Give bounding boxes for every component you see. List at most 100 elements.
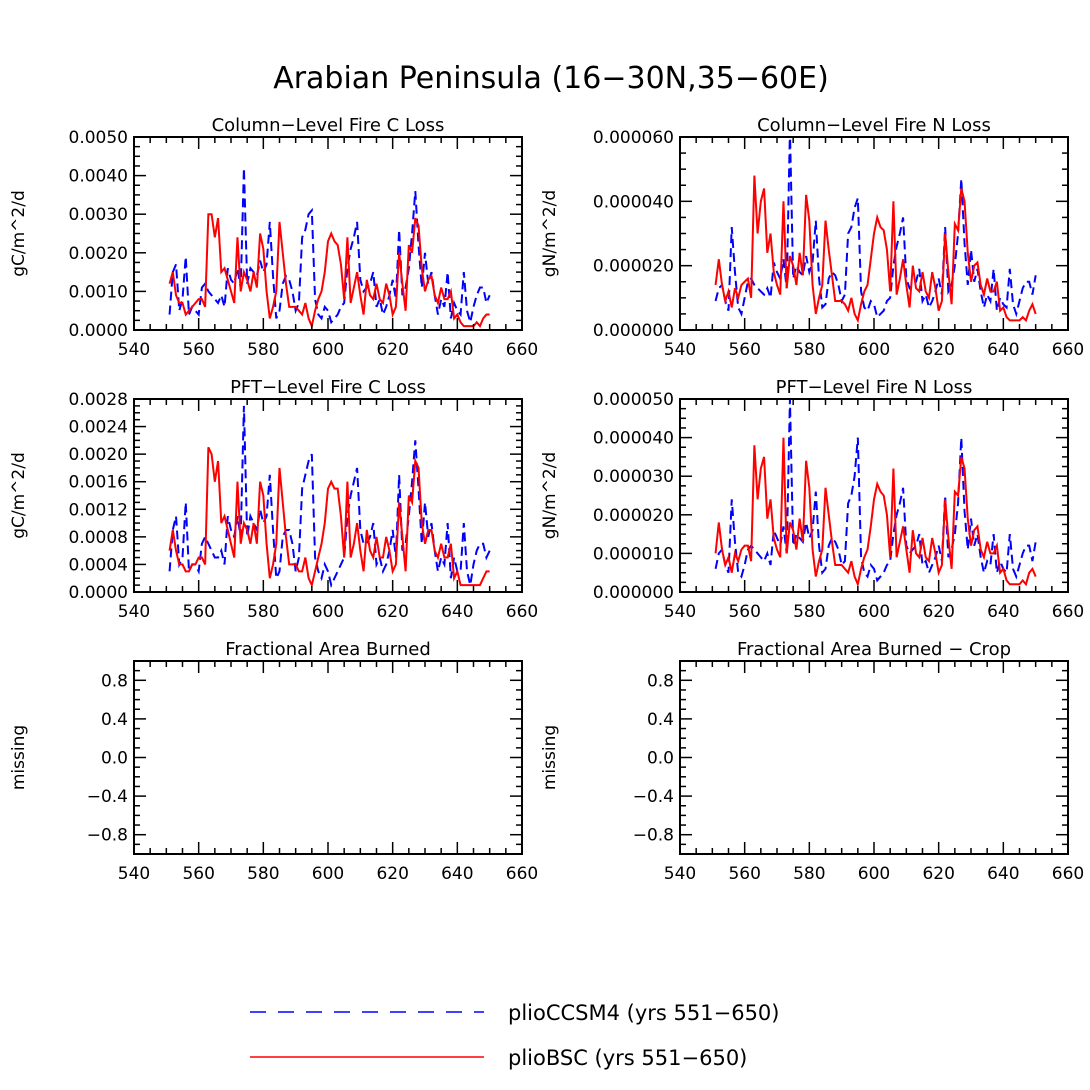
legend: plioCCSM4 (yrs 551−650) plioBSC (yrs 551−… (250, 1001, 779, 1070)
y-tick-label: 0.4 (647, 710, 674, 730)
y-tick-label: 0.0010 (69, 282, 128, 302)
y-tick-label: 0.0008 (69, 528, 128, 548)
x-tick-label: 660 (1052, 864, 1084, 884)
x-tick-label: 560 (728, 864, 760, 884)
y-tick-label: 0.0 (101, 749, 128, 769)
y-tick-label: 0.0028 (69, 390, 128, 410)
y-tick-label: −0.8 (633, 826, 674, 846)
panel-fractional-area-burned: 540 560 580 600 620 640 660 −0.8 −0.4 0.0 0.4 0.8 Fr… (9, 639, 538, 884)
x-tick-label: 640 (987, 864, 1019, 884)
y-tick-label: 0.0016 (69, 473, 128, 493)
y-tick-label: 0.0012 (69, 500, 128, 520)
x-tick-label: 620 (376, 602, 408, 622)
y-tick-label: −0.8 (87, 826, 128, 846)
x-tick-label: 600 (312, 864, 344, 884)
y-tick-label: 0.0000 (69, 321, 128, 341)
y-tick-label: 0.0000 (69, 583, 128, 603)
y-tick-label: 0.0024 (69, 418, 128, 438)
y-tick-label: 0.0040 (69, 167, 128, 187)
y-axis-label: gC/m^2/d (9, 452, 29, 539)
x-tick-label: 600 (858, 864, 890, 884)
x-tick-label: 580 (793, 340, 825, 360)
series-line-pliocscm4 (168, 167, 491, 325)
y-axis-label: missing (9, 725, 29, 790)
panel-column-level-fire-n-loss: 540 560 580 600 620 640 660 0.000000 0.000020 0.0… (540, 115, 1084, 360)
y-tick-label: 0.0004 (69, 555, 128, 575)
x-tick-label: 660 (1052, 340, 1084, 360)
panel-fractional-area-burned-crop: 540 560 580 600 620 640 660 −0.8 −0.4 0.0 0.4 0.8 Fr… (540, 639, 1084, 884)
panel-title: PFT−Level Fire C Loss (230, 377, 426, 398)
y-axis-label: missing (540, 725, 560, 790)
x-tick-label: 580 (247, 340, 279, 360)
x-tick-label: 560 (728, 340, 760, 360)
series-line-pliocscm4 (714, 137, 1037, 320)
x-tick-label: 640 (987, 602, 1019, 622)
series-line-pliobsc (714, 175, 1037, 324)
x-tick-label: 580 (247, 602, 279, 622)
x-tick-label: 580 (793, 602, 825, 622)
y-axis-label: gC/m^2/d (9, 190, 29, 277)
x-tick-label: 660 (506, 602, 538, 622)
legend-label: plioBSC (yrs 551−650) (508, 1046, 747, 1070)
y-tick-label: 0.000020 (593, 257, 674, 277)
legend-label: plioCCSM4 (yrs 551−650) (508, 1001, 779, 1025)
x-tick-label: 540 (118, 602, 150, 622)
y-tick-label: 0.0020 (69, 445, 128, 465)
x-tick-label: 640 (441, 340, 473, 360)
x-tick-label: 600 (858, 340, 890, 360)
x-tick-label: 660 (1052, 602, 1084, 622)
y-tick-label: 0.000040 (593, 192, 674, 212)
series-line-pliobsc (714, 437, 1037, 588)
y-tick-label: 0.000010 (593, 544, 674, 564)
x-tick-label: 620 (376, 864, 408, 884)
y-tick-label: 0.000040 (593, 429, 674, 449)
y-tick-label: 0.0 (647, 749, 674, 769)
x-tick-label: 620 (922, 340, 954, 360)
x-tick-label: 560 (182, 864, 214, 884)
x-tick-label: 660 (506, 340, 538, 360)
series-line-pliocscm4 (714, 399, 1037, 583)
x-tick-label: 540 (664, 602, 696, 622)
x-tick-label: 580 (247, 864, 279, 884)
y-tick-label: 0.000000 (593, 321, 674, 341)
panel-title: PFT−Level Fire N Loss (776, 377, 973, 398)
series-line-pliobsc (168, 446, 490, 589)
panel-title: Column−Level Fire C Loss (212, 115, 445, 136)
legend-item-pliobsc: plioBSC (yrs 551−650) (250, 1046, 747, 1070)
x-tick-label: 620 (922, 602, 954, 622)
y-tick-label: 0.8 (647, 671, 674, 691)
y-tick-label: −0.4 (633, 787, 674, 807)
x-tick-label: 620 (922, 864, 954, 884)
figure-title: Arabian Peninsula (16−30N,35−60E) (273, 61, 829, 96)
plot-frame (133, 136, 523, 331)
x-tick-label: 580 (793, 864, 825, 884)
panel-title: Fractional Area Burned − Crop (737, 639, 1011, 660)
panel-title: Fractional Area Burned (225, 639, 431, 660)
plot-frame (679, 660, 1069, 855)
x-tick-label: 660 (506, 864, 538, 884)
plot-frame (133, 660, 523, 855)
x-tick-label: 620 (376, 340, 408, 360)
x-tick-label: 560 (182, 602, 214, 622)
x-tick-label: 560 (182, 340, 214, 360)
x-tick-label: 540 (118, 864, 150, 884)
x-tick-label: 540 (664, 864, 696, 884)
y-tick-label: 0.4 (101, 710, 128, 730)
panel-pft-level-fire-n-loss: 540 560 580 600 620 640 660 0.000000 0.000010 0.0… (540, 377, 1084, 622)
panel-column-level-fire-c-loss: 540 560 580 600 620 640 660 0.0000 0.0010 0.0020 0… (9, 115, 538, 360)
y-tick-label: 0.000050 (593, 390, 674, 410)
x-tick-label: 560 (728, 602, 760, 622)
x-tick-label: 600 (858, 602, 890, 622)
y-tick-label: 0.0050 (69, 128, 128, 148)
x-tick-label: 640 (441, 602, 473, 622)
series-line-pliocscm4 (168, 405, 491, 589)
y-tick-label: 0.8 (101, 671, 128, 691)
legend-item-pliocscm4: plioCCSM4 (yrs 551−650) (250, 1001, 779, 1025)
x-tick-label: 640 (987, 340, 1019, 360)
y-tick-label: 0.0020 (69, 244, 128, 264)
y-tick-label: 0.000030 (593, 467, 674, 487)
series-line-pliobsc (168, 213, 490, 330)
y-tick-label: 0.000060 (593, 128, 674, 148)
y-tick-label: 0.000020 (593, 506, 674, 526)
